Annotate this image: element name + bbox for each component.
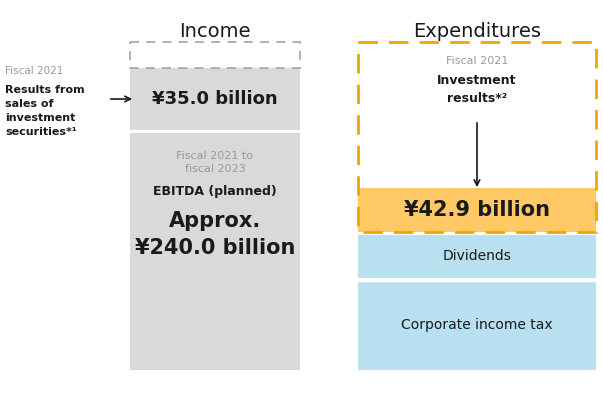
Text: Results from
sales of
investment
securities*¹: Results from sales of investment securit…	[5, 85, 84, 137]
Bar	[130, 133, 300, 370]
Bar	[358, 42, 596, 232]
Text: Income: Income	[179, 22, 251, 41]
Bar	[358, 235, 596, 278]
Text: ¥42.9 billion: ¥42.9 billion	[404, 200, 550, 220]
Text: Dividends: Dividends	[443, 250, 511, 263]
Text: Expenditures: Expenditures	[413, 22, 541, 41]
Text: Fiscal 2021 to
fiscal 2023: Fiscal 2021 to fiscal 2023	[177, 151, 253, 174]
Text: ¥35.0 billion: ¥35.0 billion	[152, 90, 278, 108]
Text: Fiscal 2021: Fiscal 2021	[446, 56, 508, 66]
Bar	[130, 42, 300, 68]
Text: results*²: results*²	[447, 92, 507, 105]
Text: Investment: Investment	[437, 74, 517, 87]
Text: Fiscal 2021: Fiscal 2021	[5, 66, 63, 76]
Text: ¥240.0 billion: ¥240.0 billion	[135, 238, 295, 258]
Text: Corporate income tax: Corporate income tax	[401, 318, 553, 332]
Text: EBITDA (planned): EBITDA (planned)	[153, 185, 277, 198]
Bar	[358, 188, 596, 232]
Text: Approx.: Approx.	[169, 211, 261, 231]
Bar	[358, 281, 596, 370]
Bar	[130, 68, 300, 130]
